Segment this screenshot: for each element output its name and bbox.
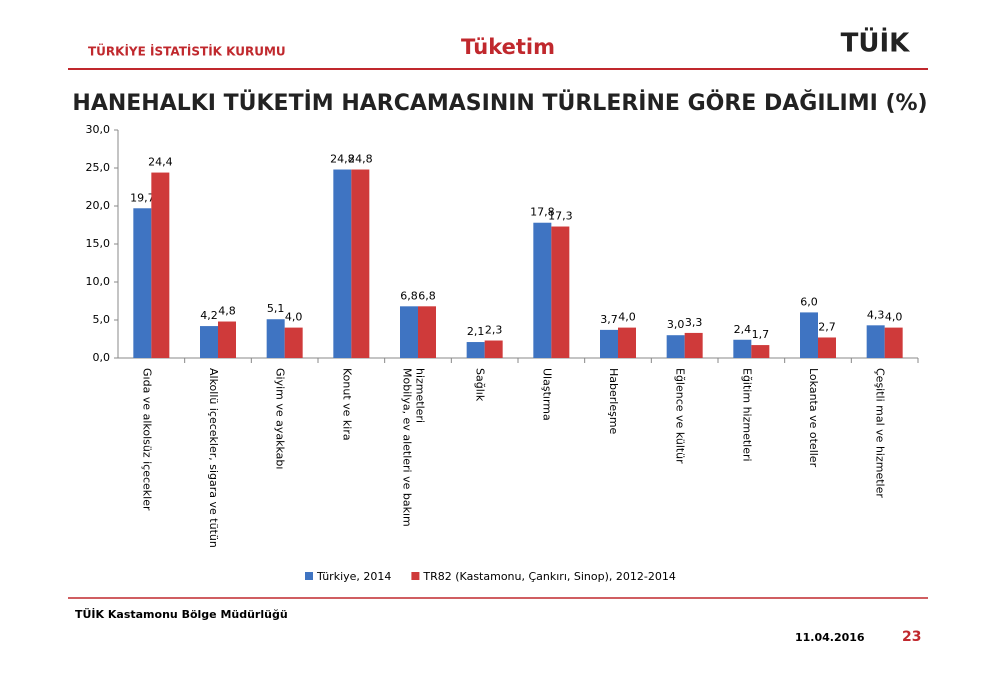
- footer-office: TÜİK Kastamonu Bölge Müdürlüğü: [75, 607, 288, 621]
- x-tick-label: Gıda ve alkolsüz içecekler: [140, 368, 153, 511]
- value-label: 6,8: [418, 289, 436, 302]
- label-line: Eğlence ve kültür: [674, 368, 687, 464]
- value-label: 6,8: [400, 289, 418, 302]
- y-tick-label: 15,0: [86, 237, 111, 250]
- value-label: 4,0: [285, 311, 303, 324]
- x-tick-label: Konut ve kira: [340, 368, 353, 441]
- bar: [484, 340, 503, 358]
- value-label: 24,4: [148, 156, 173, 169]
- value-label: 4,3: [867, 308, 885, 321]
- bar: [218, 321, 236, 358]
- legend-label: Türkiye, 2014: [316, 570, 391, 583]
- label-line: Gıda ve alkolsüz içecekler: [140, 368, 153, 511]
- label-line: Alkollü içecekler, sigara ve tütün: [207, 368, 220, 548]
- value-label: 3,0: [667, 318, 685, 331]
- x-tick-label: Ulaştırma: [540, 368, 553, 421]
- x-tick-label: Giyim ve ayakkabı: [274, 368, 287, 469]
- bar: [866, 325, 885, 358]
- label-line: Eğitim hizmetleri: [740, 368, 753, 462]
- bar: [884, 327, 903, 358]
- value-label: 4,0: [885, 311, 903, 324]
- bar: [800, 312, 818, 358]
- bar: [400, 306, 418, 358]
- x-tick-label: Eğitim hizmetleri: [740, 368, 753, 462]
- label-line: Giyim ve ayakkabı: [274, 368, 287, 469]
- x-tick-label: Haberleşme: [607, 368, 620, 435]
- value-label: 2,1: [467, 325, 485, 338]
- y-tick-label: 10,0: [86, 275, 111, 288]
- page-number: 23: [902, 629, 921, 645]
- x-tick-label: Lokanta ve oteller: [807, 368, 820, 468]
- bar: [533, 222, 552, 358]
- value-label: 3,7: [600, 313, 618, 326]
- value-label: 4,2: [200, 309, 218, 322]
- bar: [751, 345, 770, 358]
- bar: [151, 172, 170, 358]
- x-tick-label: Sağlık: [474, 368, 487, 402]
- bar: [266, 319, 285, 358]
- bar: [200, 326, 218, 358]
- bar: [333, 169, 352, 358]
- legend-label: TR82 (Kastamonu, Çankırı, Sinop), 2012-2…: [422, 570, 675, 583]
- y-tick-label: 20,0: [86, 199, 111, 212]
- chart-title: HANEHALKI TÜKETİM HARCAMASININ TÜRLERİNE…: [72, 90, 927, 116]
- y-tick-label: 25,0: [86, 161, 111, 174]
- label-line: Sağlık: [474, 368, 487, 402]
- x-tick-label: Mobilya, ev aletleri ve bakımhizmetleri: [401, 368, 427, 527]
- y-tick-label: 5,0: [93, 313, 111, 326]
- value-label: 17,8: [530, 206, 555, 219]
- bar: [551, 226, 570, 358]
- value-label: 2,7: [818, 320, 836, 333]
- label-line: Çeşitli mal ve hizmetler: [874, 368, 887, 498]
- bar: [600, 329, 618, 358]
- value-label: 2,3: [485, 324, 503, 337]
- bar: [818, 337, 836, 358]
- bar: [666, 335, 685, 358]
- label-line: Mobilya, ev aletleri ve bakım: [401, 368, 414, 527]
- value-label: 19,7: [130, 191, 155, 204]
- y-tick-label: 0,0: [93, 351, 111, 364]
- label-line: Lokanta ve oteller: [807, 368, 820, 468]
- footer-date: 11.04.2016: [795, 631, 865, 644]
- value-label: 4,0: [618, 311, 636, 324]
- value-label: 6,0: [800, 295, 818, 308]
- label-line: Ulaştırma: [540, 368, 553, 421]
- y-tick-label: 30,0: [86, 123, 111, 136]
- bar: [284, 327, 303, 358]
- label-line: Haberleşme: [607, 368, 620, 435]
- logo: TÜİK: [841, 26, 911, 59]
- value-label: 4,8: [218, 305, 236, 318]
- bar: [466, 342, 485, 358]
- x-tick-label: Alkollü içecekler, sigara ve tütün: [207, 368, 220, 548]
- bar: [618, 327, 636, 358]
- bar: [133, 208, 152, 358]
- value-label: 3,3: [685, 316, 703, 329]
- legend-swatch: [305, 572, 313, 580]
- bar: [733, 339, 752, 358]
- bar: [418, 306, 436, 358]
- section-title: Tüketim: [461, 35, 555, 59]
- value-label: 24,8: [330, 153, 355, 166]
- x-tick-label: Eğlence ve kültür: [674, 368, 687, 464]
- bar: [351, 169, 370, 358]
- legend-swatch: [411, 572, 420, 580]
- bar: [684, 332, 703, 358]
- x-tick-label: Çeşitli mal ve hizmetler: [874, 368, 887, 498]
- value-label: 1,7: [752, 328, 770, 341]
- org-name: TÜRKİYE İSTATİSTİK KURUMU: [88, 44, 286, 59]
- value-label: 2,4: [734, 323, 752, 336]
- label-line: hizmetleri: [414, 368, 427, 423]
- value-label: 5,1: [267, 302, 285, 315]
- label-line: Konut ve kira: [340, 368, 353, 441]
- value-label: 24,8: [348, 153, 373, 166]
- value-label: 17,3: [548, 210, 573, 223]
